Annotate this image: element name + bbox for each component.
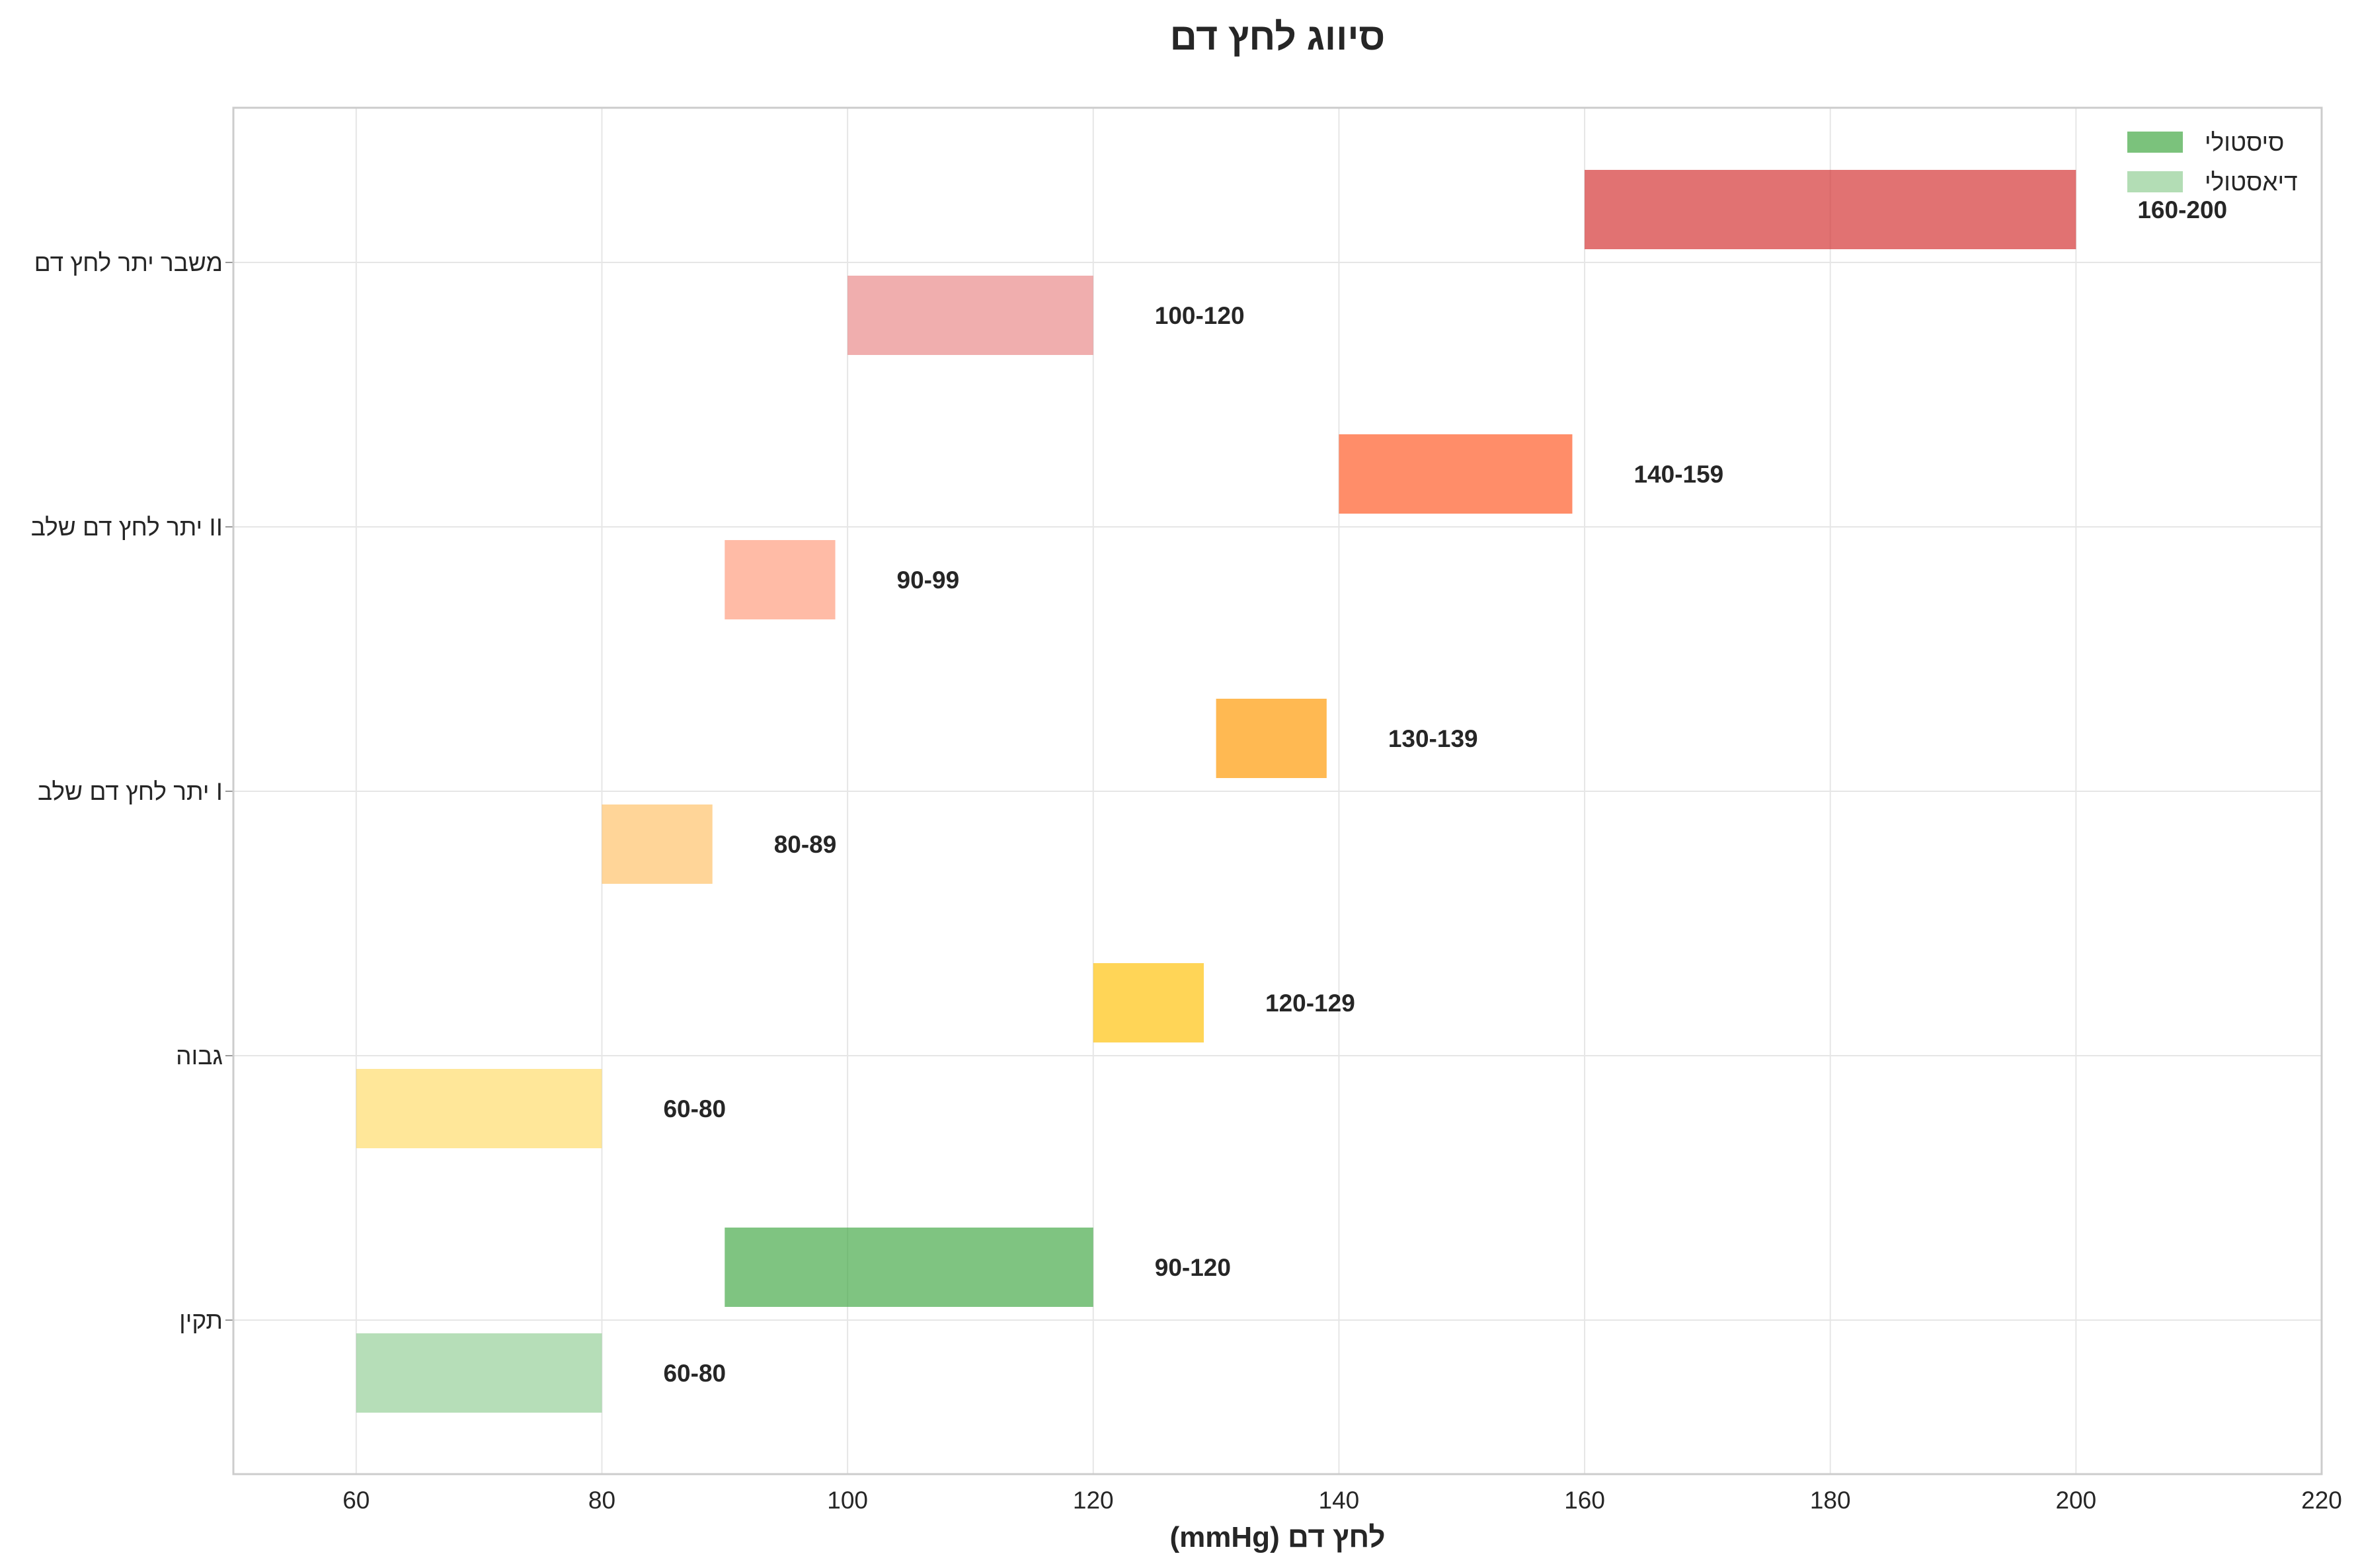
bar-value-label: 160-200	[2137, 196, 2227, 223]
diastolic-bar	[602, 804, 713, 884]
systolic-bar	[725, 1228, 1093, 1307]
legend-label-systolic: סיסטולי	[2205, 129, 2284, 156]
legend-label-diastolic: דיאסטולי	[2205, 169, 2298, 196]
systolic-bar	[1585, 170, 2076, 249]
diastolic-bar	[356, 1069, 602, 1148]
x-axis-title: לחץ דם (mmHg)	[1170, 1521, 1386, 1553]
x-tick-label: 160	[1564, 1487, 1605, 1514]
diastolic-bar	[847, 276, 1093, 355]
bar-value-label: 60-80	[663, 1095, 726, 1122]
bar-value-label: 90-120	[1155, 1254, 1231, 1281]
category-label: גבוה	[176, 1042, 223, 1070]
bar-value-label: 90-99	[897, 567, 960, 594]
x-tick-label: 180	[1810, 1487, 1851, 1514]
x-tick-label: 60	[342, 1487, 370, 1514]
category-label: יתר לחץ דם שלב I	[38, 778, 223, 805]
diastolic-bar	[356, 1333, 602, 1413]
legend-swatch-systolic	[2127, 132, 2183, 153]
x-tick-label: 200	[2055, 1487, 2096, 1514]
bar-value-label: 120-129	[1265, 990, 1355, 1017]
legend-swatch-diastolic	[2127, 171, 2183, 192]
systolic-bar	[1216, 699, 1327, 778]
x-tick-label: 220	[2301, 1487, 2342, 1514]
bar-value-label: 60-80	[663, 1360, 726, 1387]
plot-frame	[232, 106, 2323, 1475]
x-tick-label: 120	[1073, 1487, 1114, 1514]
x-tick-label: 100	[827, 1487, 868, 1514]
bar-value-label: 80-89	[774, 831, 837, 858]
category-label: תקין	[179, 1307, 223, 1334]
x-tick-label: 140	[1319, 1487, 1360, 1514]
chart-title: סיווג לחץ דם	[1170, 16, 1386, 58]
bar-value-label: 100-120	[1155, 302, 1245, 329]
x-tick-label: 80	[588, 1487, 615, 1514]
systolic-bar	[1339, 434, 1573, 514]
category-label: יתר לחץ דם שלב II	[31, 514, 223, 541]
bar-value-label: 140-159	[1633, 461, 1723, 488]
bar-value-label: 130-139	[1388, 725, 1478, 752]
systolic-bar	[1093, 963, 1204, 1042]
diastolic-bar	[725, 540, 836, 619]
category-label: משבר יתר לחץ דם	[34, 249, 223, 276]
